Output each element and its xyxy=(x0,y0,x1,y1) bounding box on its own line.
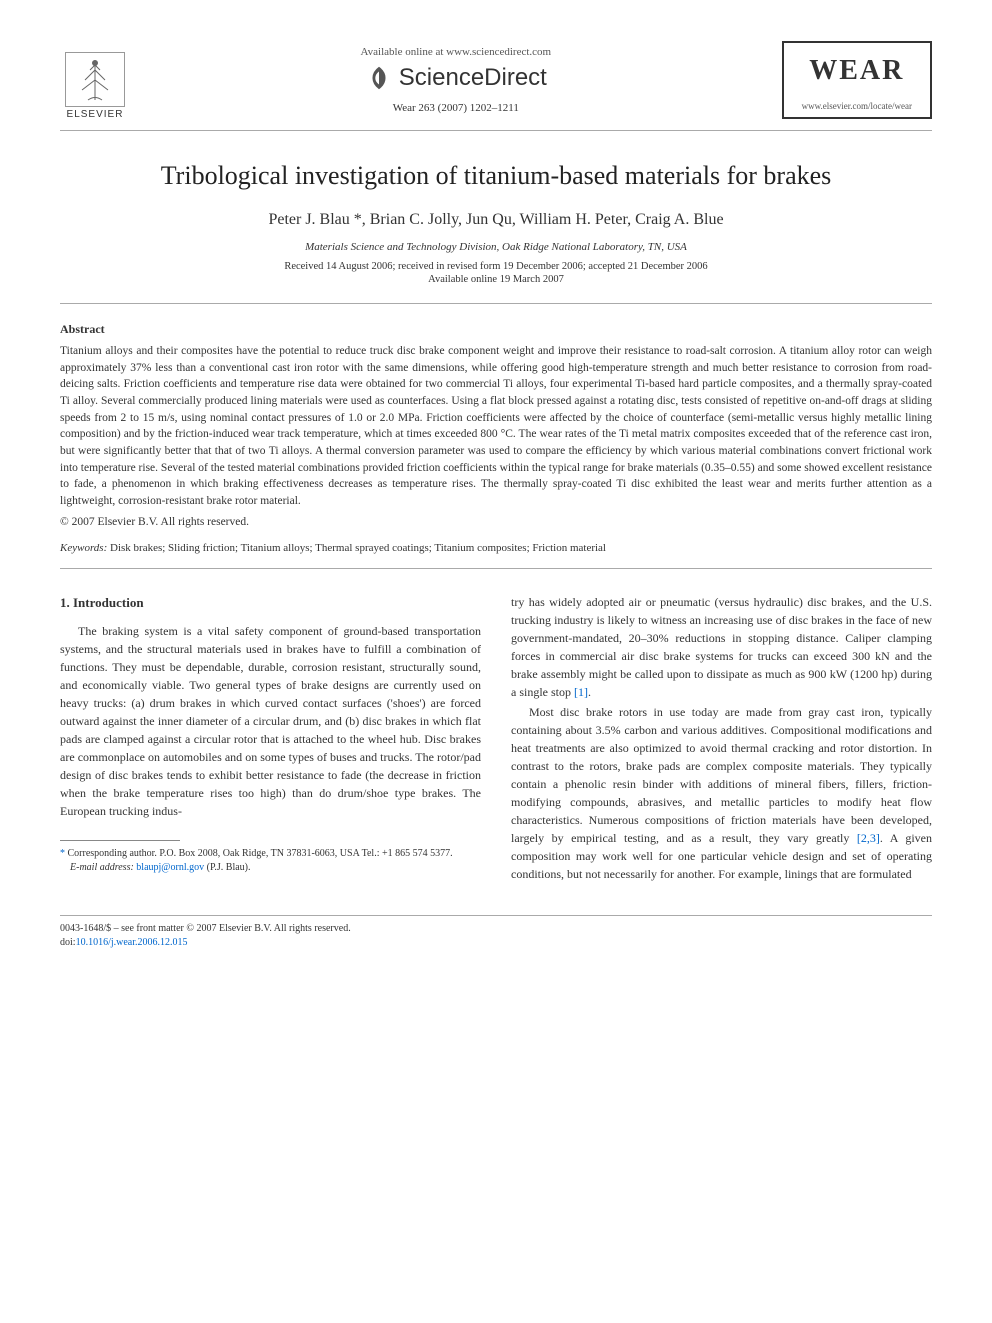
intro-paragraph-1a: The braking system is a vital safety com… xyxy=(60,622,481,820)
keywords-label: Keywords: xyxy=(60,542,107,554)
paper-title: Tribological investigation of titanium-b… xyxy=(60,161,932,191)
elsevier-label: ELSEVIER xyxy=(67,109,124,120)
sciencedirect-brand: ScienceDirect xyxy=(130,64,782,92)
intro-p2-text: Most disc brake rotors in use today are … xyxy=(511,705,932,845)
elsevier-tree-icon xyxy=(65,52,125,107)
ref-link-1[interactable]: [1] xyxy=(574,685,588,699)
journal-title: WEAR xyxy=(802,55,912,87)
footnote-separator xyxy=(60,840,180,841)
available-online-text: Available online at www.sciencedirect.co… xyxy=(130,46,782,58)
intro-paragraph-2: Most disc brake rotors in use today are … xyxy=(511,703,932,883)
email-footnote: E-mail address: blaupj@ornl.gov (P.J. Bl… xyxy=(60,861,481,875)
affiliation: Materials Science and Technology Divisio… xyxy=(60,241,932,253)
sciencedirect-icon xyxy=(365,64,393,92)
header-divider xyxy=(60,130,932,131)
doi-prefix: doi: xyxy=(60,937,76,948)
authors-text: Peter J. Blau *, Brian C. Jolly, Jun Qu,… xyxy=(268,211,723,228)
journal-title-box: WEAR www.elsevier.com/locate/wear xyxy=(782,41,932,119)
abstract-text: Titanium alloys and their composites hav… xyxy=(60,343,932,510)
abstract-divider-top xyxy=(60,303,932,304)
corresponding-author-footnote: * Corresponding author. P.O. Box 2008, O… xyxy=(60,847,481,861)
available-date: Available online 19 March 2007 xyxy=(60,274,932,285)
email-label: E-mail address: xyxy=(70,862,136,873)
abstract-divider-bottom xyxy=(60,568,932,569)
keywords-line: Keywords: Disk brakes; Sliding friction;… xyxy=(60,542,932,554)
authors-line: Peter J. Blau *, Brian C. Jolly, Jun Qu,… xyxy=(60,211,932,229)
sciencedirect-text: ScienceDirect xyxy=(399,64,547,92)
doi-link[interactable]: 10.1016/j.wear.2006.12.015 xyxy=(76,937,188,948)
ref-link-2-3[interactable]: [2,3] xyxy=(857,831,880,845)
keywords-text: Disk brakes; Sliding friction; Titanium … xyxy=(107,542,606,554)
intro-paragraph-1b: try has widely adopted air or pneumatic … xyxy=(511,593,932,701)
journal-header: ELSEVIER Available online at www.science… xyxy=(60,40,932,120)
journal-url: www.elsevier.com/locate/wear xyxy=(802,101,912,111)
center-header: Available online at www.sciencedirect.co… xyxy=(130,46,782,114)
email-link[interactable]: blaupj@ornl.gov xyxy=(136,862,204,873)
copyright-line: © 2007 Elsevier B.V. All rights reserved… xyxy=(60,516,932,528)
email-suffix: (P.J. Blau). xyxy=(204,862,250,873)
footnote-star-icon: * xyxy=(60,848,65,859)
footnote-corr-text: Corresponding author. P.O. Box 2008, Oak… xyxy=(68,848,453,859)
abstract-heading: Abstract xyxy=(60,322,932,337)
body-columns: 1. Introduction The braking system is a … xyxy=(60,593,932,885)
footer-copyright: 0043-1648/$ – see front matter © 2007 El… xyxy=(60,922,932,936)
intro-p1b-end: . xyxy=(588,685,591,699)
journal-reference: Wear 263 (2007) 1202–1211 xyxy=(130,102,782,114)
elsevier-logo: ELSEVIER xyxy=(60,40,130,120)
intro-p1b-text: try has widely adopted air or pneumatic … xyxy=(511,595,932,699)
footer-divider: 0043-1648/$ – see front matter © 2007 El… xyxy=(60,915,932,950)
footer-doi-line: doi:10.1016/j.wear.2006.12.015 xyxy=(60,936,932,950)
section-1-heading: 1. Introduction xyxy=(60,593,481,613)
received-dates: Received 14 August 2006; received in rev… xyxy=(60,261,932,272)
